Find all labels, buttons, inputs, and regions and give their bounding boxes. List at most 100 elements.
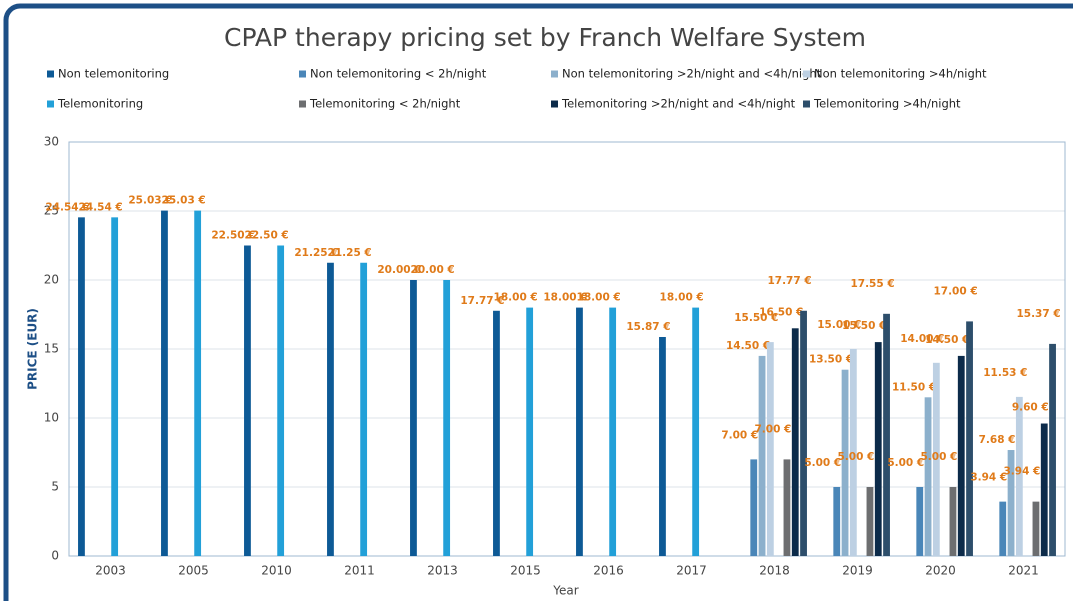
y-tick-label: 5 — [51, 480, 59, 494]
value-label: 14.50 € — [726, 340, 770, 352]
y-tick-label: 15 — [44, 342, 59, 356]
bar — [849, 349, 857, 556]
legend-label: Telemonitoring >4h/night — [813, 97, 961, 111]
value-label: 18.00 € — [577, 292, 621, 304]
bar — [833, 487, 841, 556]
legend-swatch — [551, 70, 558, 78]
bar — [924, 397, 932, 556]
legend-label: Telemonitoring — [57, 97, 143, 111]
bar — [874, 342, 882, 556]
bar — [916, 487, 924, 556]
bar — [609, 307, 617, 556]
legend-label: Telemonitoring < 2h/night — [309, 97, 461, 111]
legend-label: Telemonitoring >2h/night and <4h/night — [561, 97, 796, 111]
value-label: 5.00 € — [838, 451, 875, 463]
value-label: 14.50 € — [925, 334, 969, 346]
y-tick-label: 20 — [44, 273, 59, 287]
value-label: 17.77 € — [767, 275, 811, 287]
value-label: 7.00 € — [721, 429, 758, 441]
chart-title: CPAP therapy pricing set by Franch Welfa… — [224, 23, 866, 52]
value-label: 18.00 € — [494, 292, 538, 304]
bar — [277, 245, 285, 556]
x-axis-label: Year — [552, 584, 578, 598]
bar — [78, 217, 85, 556]
y-tick-label: 10 — [44, 411, 59, 425]
value-label: 5.00 € — [921, 451, 958, 463]
value-label: 18.00 € — [660, 292, 704, 304]
value-label: 25.03 € — [162, 195, 206, 207]
x-tick-label: 2018 — [759, 564, 790, 578]
x-tick-label: 2021 — [1008, 564, 1039, 578]
plot-border — [68, 141, 1066, 557]
bar — [791, 328, 799, 556]
x-tick-label: 2010 — [261, 564, 292, 578]
value-label: 11.53 € — [983, 367, 1027, 379]
x-tick-label: 2017 — [676, 564, 707, 578]
value-label: 15.00 € — [817, 319, 861, 331]
bar — [957, 355, 965, 556]
value-label: 3.94 € — [970, 472, 1007, 484]
bar — [883, 313, 890, 556]
bar — [758, 355, 766, 556]
value-label: 7.68 € — [979, 434, 1016, 446]
bar — [410, 280, 417, 556]
bar — [966, 321, 973, 556]
value-label: 24.54 € — [45, 201, 89, 213]
bar — [841, 369, 849, 556]
value-label: 15.37 € — [1016, 308, 1060, 320]
bar — [1007, 450, 1015, 556]
bar — [659, 336, 666, 556]
legend-swatch — [299, 70, 306, 78]
value-label: 5.00 € — [887, 457, 924, 469]
bar — [692, 307, 700, 556]
bar — [949, 487, 957, 556]
y-axis-label: PRICE (EUR) — [26, 308, 40, 390]
value-label: 17.00 € — [933, 285, 977, 297]
bar — [1040, 423, 1048, 556]
x-tick-label: 2020 — [925, 564, 956, 578]
x-tick-label: 2013 — [427, 564, 458, 578]
x-tick-label: 2015 — [510, 564, 541, 578]
value-label: 21.25 € — [328, 247, 372, 259]
value-label: 13.50 € — [809, 354, 853, 366]
legend-label: Non telemonitoring >2h/night and <4h/nig… — [562, 67, 822, 81]
value-label: 15.50 € — [842, 320, 886, 332]
bar — [800, 310, 807, 556]
legend-swatch — [47, 70, 54, 78]
legend-swatch — [551, 100, 558, 108]
value-label: 3.94 € — [1004, 466, 1041, 478]
bar — [1049, 343, 1056, 556]
bar — [493, 310, 500, 556]
value-label: 16.50 € — [759, 306, 803, 318]
value-label: 22.50 € — [211, 230, 255, 242]
y-tick-label: 0 — [51, 549, 59, 563]
x-tick-label: 2019 — [842, 564, 873, 578]
legend-swatch — [803, 70, 810, 78]
x-tick-label: 2003 — [95, 564, 126, 578]
value-label: 17.55 € — [850, 278, 894, 290]
bar — [526, 307, 534, 556]
bar — [194, 210, 202, 556]
value-label: 25.03 € — [128, 195, 172, 207]
legend-swatch — [803, 100, 810, 108]
value-label: 17.77 € — [460, 295, 504, 307]
bar — [1032, 501, 1040, 556]
value-label: 11.50 € — [892, 381, 936, 393]
bar — [783, 459, 791, 556]
value-label: 9.60 € — [1012, 402, 1049, 414]
bar — [866, 487, 874, 556]
bar — [766, 342, 774, 556]
x-tick-label: 2016 — [593, 564, 624, 578]
y-tick-label: 25 — [44, 204, 59, 218]
y-tick-label: 30 — [44, 135, 59, 149]
value-label: 18.00 € — [543, 292, 587, 304]
bar — [999, 501, 1007, 556]
bar — [1015, 396, 1023, 556]
bar — [327, 262, 334, 556]
x-tick-label: 2005 — [178, 564, 209, 578]
bar — [111, 217, 119, 556]
value-label: 5.00 € — [804, 457, 841, 469]
value-label: 15.50 € — [734, 312, 778, 324]
bar — [750, 459, 758, 556]
